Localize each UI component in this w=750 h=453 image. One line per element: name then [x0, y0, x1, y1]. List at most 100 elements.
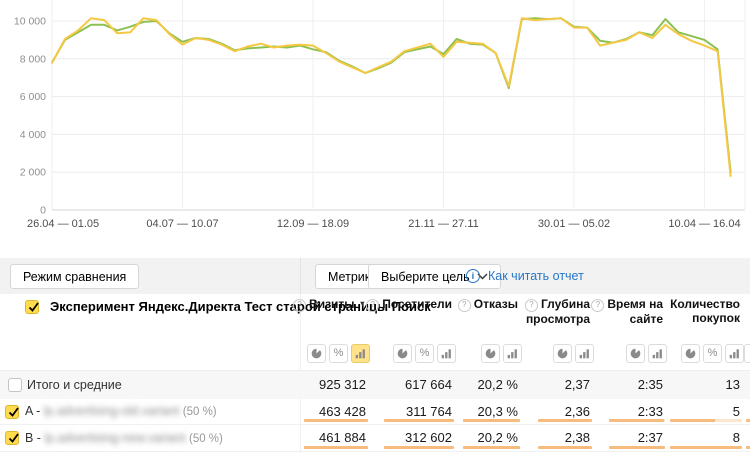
cell-row1-col1: 311 764: [405, 404, 452, 419]
table-row-totals[interactable]: Итого и средние: [0, 370, 750, 399]
table-row-variant-a[interactable]: A - lp.advertising-old.variant (50 %): [0, 398, 750, 425]
variant-a-label: A - lp.advertising-old.variant (50 %): [25, 404, 217, 418]
pie-chart-icon-button[interactable]: [393, 344, 412, 363]
bar-chart-icon-button[interactable]: [503, 344, 522, 363]
pie-chart-icon-button[interactable]: [307, 344, 326, 363]
bar-chart-icon-button[interactable]: [725, 344, 744, 363]
column-header-label: Посетители: [382, 297, 452, 311]
experiment-checkbox[interactable]: [25, 300, 39, 314]
x-axis-tick-label: 10.04 — 16.04: [668, 218, 740, 230]
column-header-6[interactable]: Количество покупок: [648, 297, 740, 325]
experiment-line-chart: 0 2 000 4 000 6 000 8 000 10 000 26.04 — 01.05…: [14, 0, 746, 230]
info-icon[interactable]: i: [466, 269, 480, 283]
check-icon: [8, 433, 19, 443]
help-icon[interactable]: ?: [366, 299, 380, 312]
variant-b-label: B - lp.advertising-new.variant (50 %): [25, 431, 223, 445]
cell-row1-col2: 20,3 %: [477, 404, 518, 419]
value-share-bar: [670, 446, 742, 449]
variant-b-masked-url: lp.advertising-new.variant: [44, 431, 186, 445]
variant-a-share: (50 %): [182, 406, 217, 418]
bar-chart-icon-button[interactable]: [575, 344, 594, 363]
column-header-label: Глубина просмотра: [525, 297, 590, 326]
cell-row2-col3: 2,38: [564, 430, 590, 445]
cell-row0-col5: 13: [725, 377, 740, 392]
y-axis-tick-label: 4 000: [20, 129, 46, 141]
toolbar: Режим сравнения Метрики Выберите цель i …: [0, 258, 750, 294]
table-row-variant-b[interactable]: B - lp.advertising-new.variant (50 %): [0, 424, 750, 452]
cell-row1-col4: 2:33: [637, 404, 663, 419]
x-axis-tick-label: 26.04 — 01.05: [27, 218, 99, 230]
series-B-line: [51, 17, 732, 177]
value-share-bar: [538, 419, 592, 422]
column-header-1[interactable]: ? Визиты ▼: [274, 297, 366, 312]
column-header-label: Отказы: [473, 297, 518, 311]
check-icon: [8, 407, 19, 417]
value-share-bar: [609, 419, 665, 422]
goal-select-label: Выберите цель: [381, 269, 470, 284]
column-header-label: Количество покупок: [670, 297, 740, 325]
column-header-2[interactable]: ? Посетители: [360, 297, 452, 312]
value-share-bar: [463, 419, 520, 422]
series-A-line: [51, 17, 732, 174]
x-axis-tick-label: 21.11 — 27.11: [408, 218, 479, 230]
value-share-bar: [384, 419, 454, 422]
bar-chart-icon-button[interactable]: [437, 344, 456, 363]
cell-row2-col5: 8: [732, 430, 740, 445]
column-header-label: Визиты: [309, 297, 355, 311]
goal-select-button[interactable]: Выберите цель: [368, 264, 501, 289]
pie-chart-icon-button[interactable]: [626, 344, 645, 363]
variant-a-letter: A -: [25, 404, 44, 418]
percent-icon-button[interactable]: %: [415, 344, 434, 363]
compare-mode-button[interactable]: Режим сравнения: [10, 264, 140, 289]
percent-icon-button[interactable]: %: [329, 344, 348, 363]
display-mode-icons: %: [307, 344, 370, 363]
cell-row0-col1: 617 664: [405, 377, 452, 392]
cell-row0-col0: 925 312: [319, 377, 366, 392]
y-axis-tick-label: 6 000: [20, 91, 46, 103]
y-axis-tick-label: 0: [40, 205, 46, 217]
column-header-4[interactable]: ? Глубина просмотра: [498, 297, 590, 326]
clipped-bar-sliver: [746, 446, 750, 449]
pie-chart-icon-button[interactable]: [681, 344, 700, 363]
pie-chart-icon-button[interactable]: [553, 344, 572, 363]
variant-b-checkbox[interactable]: [5, 431, 19, 445]
totals-label: Итого и средние: [27, 378, 122, 392]
x-axis-tick-label: 30.01 — 05.02: [538, 218, 610, 230]
value-share-bar: [304, 446, 368, 449]
cell-row2-col0: 461 884: [319, 430, 366, 445]
column-header-3[interactable]: ? Отказы: [426, 297, 518, 312]
x-axis-tick-label: 12.09 — 18.09: [277, 218, 349, 230]
pie-chart-icon-button[interactable]: [481, 344, 500, 363]
clipped-bar-sliver: [746, 419, 750, 422]
cell-row2-col1: 312 602: [405, 430, 452, 445]
help-icon[interactable]: ?: [591, 299, 605, 312]
help-icon[interactable]: ?: [293, 299, 307, 312]
column-header-label: Время на сайте: [607, 297, 663, 326]
sort-desc-icon: ▼: [358, 299, 366, 308]
check-icon: [28, 302, 39, 312]
help-icon[interactable]: ?: [524, 299, 538, 312]
column-header-5[interactable]: ? Время на сайте: [571, 297, 663, 326]
y-axis-tick-label: 2 000: [20, 167, 46, 179]
cell-row2-col2: 20,2 %: [477, 430, 518, 445]
experiment-title: Эксперимент Яндекс.Директа Тест старой с…: [50, 299, 431, 314]
display-mode-icons: [481, 344, 522, 363]
y-axis-tick-label: 8 000: [20, 53, 46, 65]
variant-b-letter: B -: [25, 431, 45, 445]
totals-checkbox[interactable]: [8, 378, 22, 392]
how-to-read-report-link[interactable]: Как читать отчет: [488, 269, 584, 283]
display-mode-icons: %: [393, 344, 456, 363]
bar-chart-icon-button[interactable]: [648, 344, 667, 363]
column-divider: [300, 258, 301, 453]
value-share-bar: [384, 446, 454, 449]
percent-icon-button[interactable]: %: [703, 344, 722, 363]
cell-row0-col4: 2:35: [637, 377, 663, 392]
help-icon[interactable]: ?: [457, 299, 471, 312]
variant-a-checkbox[interactable]: [5, 405, 19, 419]
y-axis-tick-label: 10 000: [14, 16, 46, 28]
cell-row2-col4: 2:37: [637, 430, 663, 445]
bar-chart-icon-button[interactable]: [351, 344, 370, 363]
x-axis-tick-label: 04.07 — 10.07: [146, 218, 218, 230]
clipped-column-icon-button[interactable]: [744, 344, 750, 363]
